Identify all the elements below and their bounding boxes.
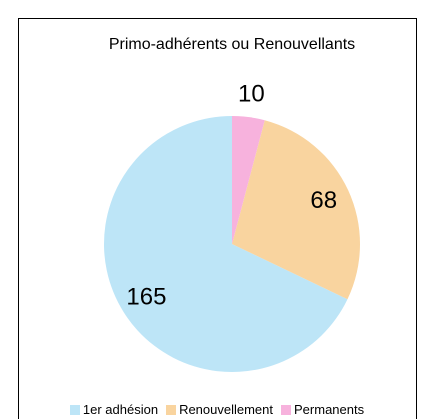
chart-title: Primo-adhérents ou Renouvellants bbox=[109, 36, 355, 53]
legend-item: Permanents bbox=[281, 402, 364, 417]
data-label: 68 bbox=[310, 187, 337, 214]
legend-label: Permanents bbox=[294, 402, 365, 417]
legend-item: 1er adhésion bbox=[69, 402, 159, 417]
legend-label: 1er adhésion bbox=[82, 402, 159, 417]
legend-label: Renouvellement bbox=[179, 402, 274, 417]
data-label: 165 bbox=[126, 283, 166, 310]
pie-slice bbox=[103, 116, 348, 372]
data-label: 10 bbox=[238, 81, 265, 108]
legend: 1er adhésion Renouvellement Permanents bbox=[18, 402, 416, 417]
legend-swatch bbox=[69, 404, 80, 415]
legend-swatch bbox=[166, 404, 177, 415]
legend-swatch bbox=[281, 404, 292, 415]
legend-item: Renouvellement bbox=[166, 402, 273, 417]
pie-slice bbox=[232, 116, 265, 244]
pie-slice bbox=[232, 120, 360, 300]
